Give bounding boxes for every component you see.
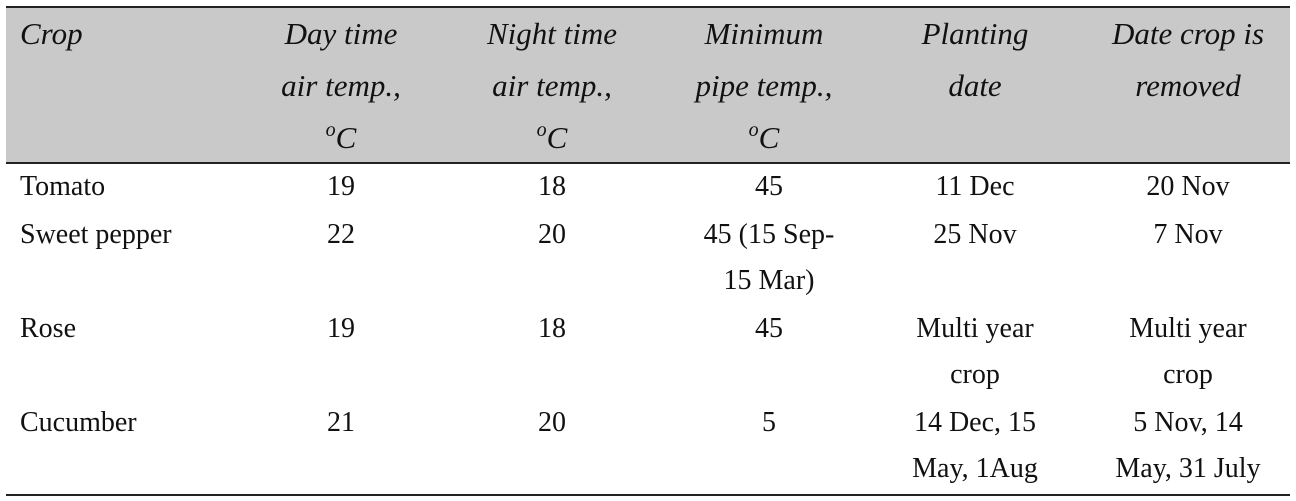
cell-line: 5 Nov, 14	[1133, 407, 1243, 438]
table-top-rule	[6, 6, 1290, 8]
cell-planting-date: 14 Dec, 15 May, 1Aug	[872, 400, 1078, 492]
cell-line: 15 Mar)	[723, 265, 815, 296]
cell-line: 45	[755, 171, 783, 202]
degree-sup: o	[325, 119, 336, 141]
header-pipe-temp-unit: oC	[672, 112, 856, 164]
cell-pipe-temp: 45	[672, 306, 866, 352]
unit-letter: C	[758, 120, 780, 155]
cell-line: 19	[327, 171, 355, 202]
degree-sup: o	[748, 119, 759, 141]
cell-crop: Sweet pepper	[6, 212, 250, 258]
cell-day-temp: 22	[250, 212, 432, 258]
table-bottom-rule	[6, 494, 1290, 496]
cell-night-temp: 20	[432, 212, 672, 258]
table-row: Rose 19 18 45 Multi year crop Multi year…	[6, 306, 1290, 400]
cell-line: crop	[1163, 359, 1213, 390]
header-pipe-temp: Minimum pipe temp., oC	[672, 8, 856, 162]
header-day-temp-line-2: air temp.,	[281, 68, 401, 103]
cell-night-temp: 18	[432, 164, 672, 210]
header-pipe-temp-line-1: Minimum	[704, 16, 824, 51]
cell-night-temp: 18	[432, 306, 672, 352]
cell-line: May, 1Aug	[912, 453, 1038, 484]
crop-temperature-table: Crop Day time air temp., oC Night time a…	[6, 6, 1290, 496]
cell-line: 22	[327, 219, 355, 250]
header-night-temp-line-2: air temp.,	[492, 68, 612, 103]
cell-crop: Rose	[6, 306, 250, 352]
header-day-temp-line-1: Day time	[284, 16, 398, 51]
cell-line: 7 Nov	[1153, 219, 1223, 250]
header-crop: Crop	[6, 8, 250, 162]
table-row: Cucumber 21 20 5 14 Dec, 15 May, 1Aug 5 …	[6, 400, 1290, 494]
cell-line: Sweet pepper	[20, 219, 172, 250]
cell-pipe-temp: 5	[672, 400, 866, 446]
cell-line: 20	[538, 407, 566, 438]
cell-line: 11 Dec	[935, 171, 1015, 202]
cell-line: 19	[327, 313, 355, 344]
cell-line: Multi year	[1129, 313, 1247, 344]
header-planting-date-line-2: date	[948, 68, 1002, 103]
header-night-temp-line-1: Night time	[486, 16, 618, 51]
header-planting-date-line-1: Planting	[921, 16, 1029, 51]
cell-day-temp: 21	[250, 400, 432, 446]
cell-line: 45 (15 Sep-	[703, 219, 835, 250]
cell-line: 5	[762, 407, 776, 438]
cell-line: Cucumber	[20, 407, 137, 438]
header-removal-date-line-1: Date crop is	[1111, 16, 1265, 51]
table-header-band	[6, 8, 1290, 162]
header-night-temp: Night time air temp., oC	[432, 8, 672, 162]
header-night-temp-unit: oC	[432, 112, 672, 164]
header-removal-date-line-2: removed	[1135, 68, 1241, 103]
cell-line: 18	[538, 313, 566, 344]
cell-line: 20	[538, 219, 566, 250]
cell-removal-date: 5 Nov, 14 May, 31 July	[1088, 400, 1288, 492]
cell-line: 18	[538, 171, 566, 202]
cell-removal-date: 20 Nov	[1088, 164, 1288, 210]
cell-line: crop	[950, 359, 1000, 390]
table-row: Sweet pepper 22 20 45 (15 Sep- 15 Mar) 2…	[6, 212, 1290, 306]
cell-day-temp: 19	[250, 164, 432, 210]
header-day-temp: Day time air temp., oC	[250, 8, 432, 162]
cell-line: 45	[755, 313, 783, 344]
cell-line: Tomato	[20, 171, 106, 202]
cell-planting-date: 11 Dec	[872, 164, 1078, 210]
degree-sup: o	[536, 119, 547, 141]
header-pipe-temp-line-2: pipe temp.,	[695, 68, 833, 103]
header-removal-date: Date crop is removed	[1088, 8, 1288, 162]
header-day-temp-unit: oC	[250, 112, 432, 164]
cell-crop: Cucumber	[6, 400, 250, 446]
header-crop-line-1: Crop	[20, 16, 83, 51]
cell-line: 20 Nov	[1146, 171, 1230, 202]
unit-letter: C	[335, 120, 357, 155]
cell-pipe-temp: 45 (15 Sep- 15 Mar)	[672, 212, 866, 304]
cell-day-temp: 19	[250, 306, 432, 352]
table-header-rule	[6, 162, 1290, 164]
table-row: Tomato 19 18 45 11 Dec 20 Nov	[6, 164, 1290, 212]
cell-line: 14 Dec, 15	[913, 407, 1037, 438]
cell-line: May, 31 July	[1115, 453, 1261, 484]
cell-line: Rose	[20, 313, 76, 344]
cell-pipe-temp: 45	[672, 164, 866, 210]
cell-line: Multi year	[916, 313, 1034, 344]
cell-line: 21	[327, 407, 355, 438]
cell-crop: Tomato	[6, 164, 250, 210]
cell-night-temp: 20	[432, 400, 672, 446]
cell-removal-date: Multi year crop	[1088, 306, 1288, 398]
cell-planting-date: 25 Nov	[872, 212, 1078, 258]
cell-removal-date: 7 Nov	[1088, 212, 1288, 258]
header-planting-date: Planting date	[872, 8, 1078, 162]
cell-line: 25 Nov	[933, 219, 1017, 250]
unit-letter: C	[546, 120, 568, 155]
cell-planting-date: Multi year crop	[872, 306, 1078, 398]
